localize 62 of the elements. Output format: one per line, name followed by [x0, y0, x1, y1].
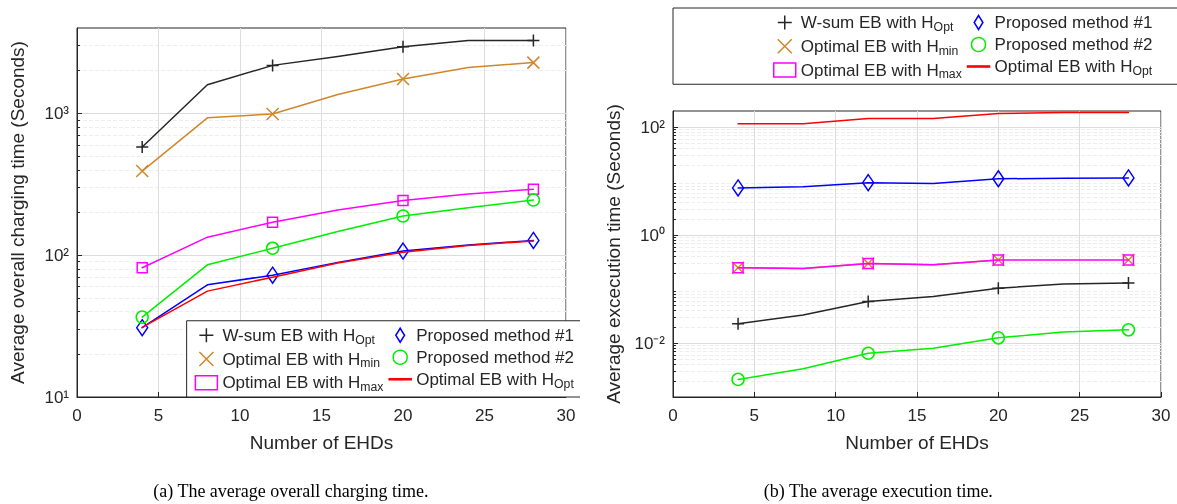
x-tick-label: 15 [907, 406, 927, 425]
point [861, 173, 875, 192]
point [136, 262, 148, 274]
y-tick-label: 10² [640, 117, 666, 137]
point [266, 266, 279, 284]
point [991, 281, 1006, 295]
point [265, 241, 280, 255]
point [731, 179, 745, 197]
x-tick-label: 25 [475, 406, 494, 425]
x-tick-label: 25 [1070, 406, 1090, 425]
point [396, 242, 410, 260]
x-tick-label: 20 [393, 406, 413, 425]
point [135, 140, 149, 154]
point [265, 58, 280, 73]
x-axis-title: Number of EHDs [845, 432, 989, 453]
legend-label: Proposed method #1 [416, 325, 575, 345]
legend-label: Proposed method #1 [994, 13, 1153, 32]
point [731, 372, 745, 387]
point [396, 209, 410, 223]
point [396, 40, 410, 54]
point [397, 194, 409, 207]
point [526, 193, 541, 207]
x-tick-label: 5 [153, 406, 164, 425]
y-tick-label: 10³ [44, 103, 70, 123]
x-tick-label: 5 [749, 406, 760, 425]
point [861, 294, 875, 309]
text: (a) The average overall charging time. [153, 481, 429, 502]
x-tick-label: 30 [1151, 406, 1171, 425]
x-tick-label: 20 [988, 406, 1008, 425]
x-tick-label: 15 [312, 406, 331, 425]
point [991, 331, 1006, 345]
point [1122, 169, 1135, 187]
x-tick-label: 10 [230, 406, 250, 425]
point [527, 183, 540, 195]
x-tick-label: 10 [826, 406, 846, 425]
legend-label: Proposed method #2 [416, 347, 575, 367]
point [396, 72, 410, 86]
legend-label: Proposed method #2 [994, 35, 1153, 54]
y-tick-label: 10⁰ [640, 225, 665, 245]
point [861, 346, 875, 360]
point [731, 316, 745, 331]
y-axis-title: Average overall charging time (Seconds) [7, 41, 28, 384]
y-axis-title: Average excecution time (Seconds) [603, 104, 624, 404]
point [992, 170, 1005, 188]
x-axis-title: Number of EHDs [249, 432, 394, 453]
text: (b) The average execution time. [763, 481, 993, 502]
y-tick-label: 10¹ [44, 387, 70, 407]
point [135, 318, 149, 337]
point [1121, 276, 1136, 290]
point [526, 33, 541, 48]
line-series [737, 111, 1130, 125]
x-tick-label: 0 [668, 406, 678, 425]
x-tick-label: 30 [556, 406, 576, 425]
x-tick-label: 0 [72, 406, 82, 425]
point [266, 216, 279, 228]
point [135, 310, 149, 324]
y-tick-label: 10² [44, 245, 70, 265]
point [526, 55, 541, 70]
point [135, 164, 149, 178]
y-tick-label: 10⁻² [634, 333, 666, 353]
point [265, 107, 280, 121]
point [1121, 323, 1136, 337]
